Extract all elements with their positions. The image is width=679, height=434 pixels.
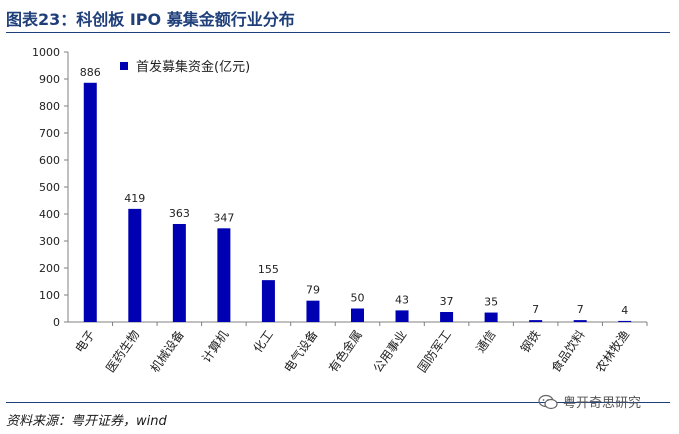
chart-title: 图表23：科创板 IPO 募集金额行业分布 [6, 10, 295, 29]
bar [573, 320, 587, 322]
bar [618, 320, 632, 322]
y-tick-label: 700 [39, 127, 60, 140]
bar [217, 228, 231, 322]
data-label: 419 [124, 192, 145, 205]
data-label: 79 [306, 284, 320, 297]
wechat-icon [538, 394, 558, 409]
y-tick-label: 400 [39, 208, 60, 221]
x-tick-label: 钢铁 [518, 328, 543, 356]
legend-label: 首发募集资金(亿元) [136, 59, 250, 75]
bar [395, 310, 409, 322]
bar [306, 300, 320, 322]
y-tick-label: 600 [39, 154, 60, 167]
bar [484, 312, 498, 322]
x-tick-label: 公用事业 [370, 328, 409, 375]
x-tick-label: 通信 [473, 328, 498, 356]
data-label: 43 [395, 293, 409, 306]
data-label: 4 [621, 304, 628, 317]
data-label: 886 [80, 66, 101, 79]
x-tick-label: 电子 [72, 328, 97, 356]
source-divider [6, 402, 670, 403]
data-label: 35 [484, 296, 498, 309]
y-tick-label: 200 [39, 262, 60, 275]
data-label: 50 [351, 292, 365, 305]
watermark-text: 粤开奇思研究 [563, 396, 642, 411]
y-tick-label: 500 [39, 181, 60, 194]
x-tick-label: 有色金属 [325, 327, 365, 375]
data-label: 7 [577, 303, 584, 316]
data-label: 7 [532, 303, 539, 316]
y-tick-label: 900 [39, 73, 60, 86]
bar [261, 280, 275, 322]
x-tick-label: 机械设备 [147, 327, 187, 375]
legend-swatch [120, 62, 128, 70]
bar-chart: 0 100 200 300 400 500 600 700 800 900 1000 886 电子 419… [32, 46, 648, 375]
data-label: 363 [169, 207, 190, 220]
y-tick-label: 800 [39, 100, 60, 113]
y-tick-label: 300 [39, 235, 60, 248]
bar [128, 208, 142, 322]
x-tick-label: 电气设备 [281, 327, 321, 375]
source-note: 资料来源：粤开证券，wind [6, 414, 167, 429]
bar [83, 82, 97, 322]
y-tick-label: 0 [53, 316, 60, 329]
y-tick-label: 1000 [32, 46, 60, 59]
bar [172, 223, 186, 322]
bar [440, 312, 454, 322]
y-tick-label: 100 [39, 289, 60, 302]
watermark: 粤开奇思研究 [538, 392, 641, 411]
data-label: 155 [258, 263, 279, 276]
bar [351, 308, 364, 322]
x-tick-label: 医药生物 [103, 328, 142, 375]
data-label: 347 [213, 211, 234, 224]
x-tick-label: 计算机 [198, 327, 231, 365]
x-tick-label: 农林牧渔 [593, 328, 632, 375]
title-divider [6, 32, 670, 33]
data-label: 37 [440, 295, 454, 308]
x-tick-label: 食品饮料 [548, 327, 588, 375]
x-tick-label: 化工 [251, 328, 276, 356]
bar [529, 320, 543, 322]
x-tick-label: 国防军工 [414, 327, 454, 375]
